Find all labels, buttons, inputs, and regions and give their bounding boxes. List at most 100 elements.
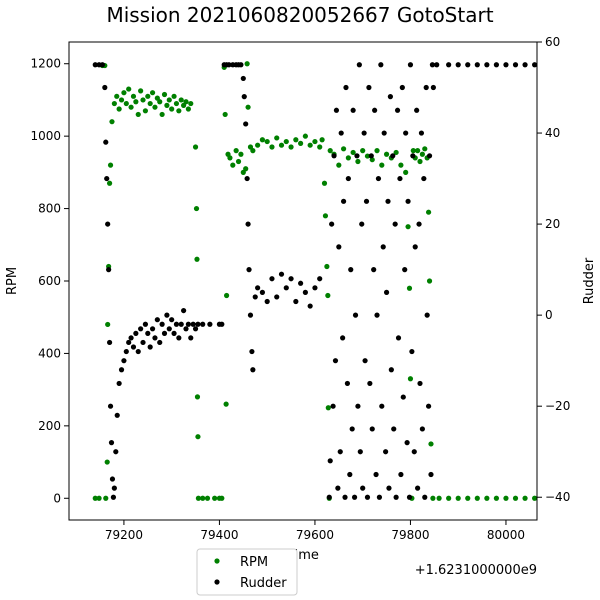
rudder-point xyxy=(393,494,399,500)
rpm-point xyxy=(417,158,423,165)
rudder-point xyxy=(347,471,353,478)
rpm-point xyxy=(383,151,390,157)
rpm-point xyxy=(474,495,480,501)
rudder-point xyxy=(107,403,114,409)
rudder-point xyxy=(336,244,342,250)
rpm-point xyxy=(345,155,351,161)
rudder-point xyxy=(503,62,509,68)
rpm-point xyxy=(109,119,115,125)
rudder-point xyxy=(147,344,153,350)
rpm-point xyxy=(164,102,170,108)
rudder-point xyxy=(348,267,354,273)
left-y-tick-label: 1000 xyxy=(30,129,61,143)
rudder-point xyxy=(250,367,256,373)
plot-area xyxy=(68,41,538,521)
left-y-tick-label: 0 xyxy=(53,491,61,505)
rudder-point xyxy=(337,449,343,455)
rudder-point xyxy=(241,94,247,100)
rudder-point xyxy=(364,494,371,500)
rpm-point xyxy=(269,144,275,150)
rudder-point xyxy=(331,153,337,159)
rpm-point xyxy=(484,495,490,501)
rudder-point xyxy=(428,471,434,478)
rpm-point xyxy=(195,434,201,440)
rudder-point xyxy=(350,107,356,113)
right-y-tick-label: 20 xyxy=(545,217,560,231)
left-y-tick-label: 600 xyxy=(38,274,61,288)
rudder-point xyxy=(425,403,432,409)
rudder-point xyxy=(381,130,387,136)
rpm-point xyxy=(426,278,433,284)
rudder-point xyxy=(378,62,384,68)
rpm-point xyxy=(192,144,199,150)
rudder-point xyxy=(368,153,374,159)
rudder-point xyxy=(405,198,411,204)
rudder-point xyxy=(387,94,393,100)
rpm-point xyxy=(283,138,289,145)
rpm-point xyxy=(183,99,189,105)
rudder-point xyxy=(302,289,308,295)
right-y-tick-label: 40 xyxy=(545,126,560,140)
rudder-point xyxy=(398,471,404,478)
rudder-point xyxy=(417,380,423,387)
rpm-point xyxy=(222,111,228,118)
rudder-point xyxy=(367,380,373,387)
rudder-point xyxy=(159,321,165,327)
rpm-point xyxy=(419,151,425,157)
rpm-point xyxy=(250,148,256,154)
rudder-point xyxy=(374,312,380,318)
rpm-point xyxy=(194,256,200,262)
rudder-point xyxy=(264,298,270,305)
rpm-point xyxy=(455,495,461,501)
rpm-point xyxy=(465,495,471,501)
rudder-point xyxy=(415,485,421,491)
rpm-point xyxy=(118,97,125,103)
rpm-point xyxy=(322,213,329,219)
rudder-point xyxy=(361,130,367,136)
rpm-point xyxy=(288,144,294,150)
rudder-point xyxy=(116,380,122,387)
right-y-tick-label: 60 xyxy=(545,35,560,49)
rpm-point xyxy=(293,137,299,143)
rpm-point xyxy=(369,157,375,163)
rudder-point xyxy=(422,494,428,500)
rudder-point xyxy=(522,62,528,68)
legend-marker-rpm xyxy=(214,558,220,564)
rudder-point xyxy=(145,330,151,336)
rudder-point xyxy=(154,317,160,323)
rpm-point xyxy=(503,495,509,501)
rudder-point xyxy=(465,62,471,68)
rudder-point xyxy=(259,289,266,295)
rudder-point xyxy=(102,84,108,91)
x-axis: 79200 79400 79600 79800 80000 xyxy=(105,520,525,542)
rudder-point xyxy=(252,294,258,300)
rpm-point xyxy=(130,93,137,99)
rudder-point xyxy=(423,84,429,91)
rudder-point xyxy=(369,426,375,432)
rpm-point xyxy=(403,169,409,175)
rudder-point xyxy=(340,335,346,341)
rpm-point xyxy=(430,495,436,501)
rpm-point xyxy=(407,376,414,382)
rpm-point xyxy=(446,495,452,501)
rudder-point xyxy=(354,153,360,159)
rudder-point xyxy=(176,335,182,341)
rudder-point xyxy=(245,221,251,227)
x-tick-label: 79400 xyxy=(200,528,238,542)
right-y-axis: −40 −20 0 20 40 60 xyxy=(537,35,570,504)
rudder-point xyxy=(269,276,275,282)
rpm-point xyxy=(116,106,122,112)
rpm-point xyxy=(104,459,110,465)
rudder-point xyxy=(123,348,129,355)
rudder-point xyxy=(345,175,351,182)
rudder-point xyxy=(114,412,120,418)
rudder-point xyxy=(173,321,180,327)
legend-label-rudder: Rudder xyxy=(240,576,287,591)
rpm-point xyxy=(410,148,416,154)
rudder-point xyxy=(317,276,323,282)
rpm-point xyxy=(274,135,280,141)
rpm-point xyxy=(114,93,120,99)
rudder-point xyxy=(335,485,341,491)
rpm-point xyxy=(135,111,141,118)
